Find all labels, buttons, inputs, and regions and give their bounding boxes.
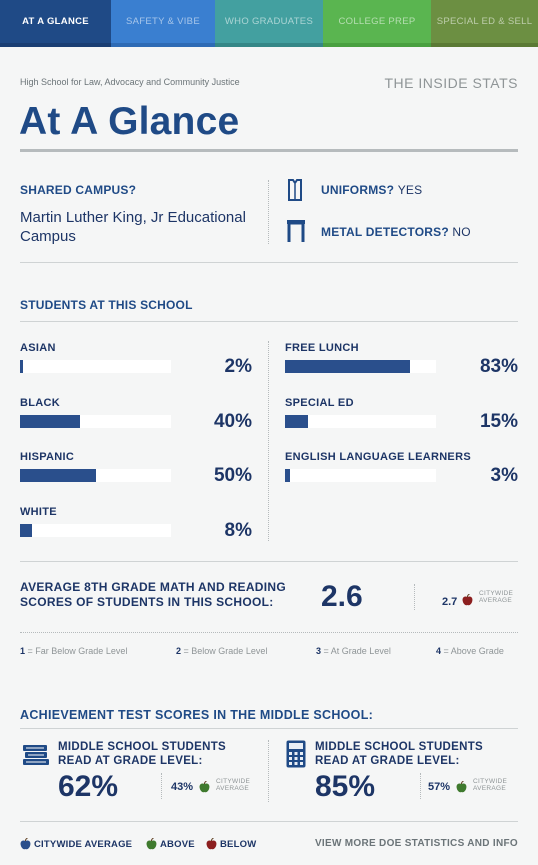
page-title: At A Glance — [19, 100, 240, 143]
legend-at: 3 = At Grade Level — [316, 646, 391, 656]
score-divider — [414, 584, 415, 610]
legend-above-key: ABOVE — [146, 838, 195, 850]
metal-detectors-row: METAL DETECTORS? NO — [321, 225, 471, 239]
apple-below-icon — [206, 838, 217, 850]
reading-citywide-value: 43% — [171, 781, 194, 793]
tab-safety-vibe[interactable]: Safety & Vibe — [111, 0, 215, 43]
stat-label-asian: ASIAN — [20, 342, 56, 354]
stat-bar-fill — [20, 360, 24, 373]
legend-below: 2 = Below Grade Level — [176, 646, 268, 656]
stat-percent: 40% — [213, 410, 252, 432]
reading-percent: 62% — [58, 770, 119, 803]
stat-bar-track — [20, 360, 171, 373]
uniforms-value: YES — [397, 183, 423, 197]
stat-label-hispanic: HISPANIC — [20, 451, 75, 463]
reading-heading: MIDDLE SCHOOL STUDENTS READ AT GRADE LEV… — [58, 741, 227, 767]
shared-campus-label: SHARED CAMPUS? — [20, 183, 137, 197]
campus-divider — [268, 180, 269, 244]
students-section-title: STUDENTS AT THIS SCHOOL — [20, 298, 193, 312]
achievement-section-title: ACHIEVEMENT TEST SCORES IN THE MIDDLE SC… — [20, 708, 374, 722]
stat-bar-track — [285, 414, 436, 428]
tab-bar: At A Glance Safety & Vibe Who Graduates … — [0, 0, 538, 43]
shared-campus-value: Martin Luther King, Jr Educational Campu… — [20, 209, 246, 245]
legend-far-below: 1 = Far Below Grade Level — [20, 646, 128, 656]
students-divider — [268, 341, 269, 541]
math-citywide-value: 57% — [428, 781, 451, 793]
inside-stats-heading: THE INSIDE STATS — [384, 75, 518, 91]
stat-bar-track — [20, 414, 171, 428]
reading-divider — [161, 773, 162, 799]
citywide-average-label: CITYWIDE AVERAGE — [479, 590, 514, 604]
stat-bar-fill — [285, 414, 308, 428]
metal-detectors-label: METAL DETECTORS? — [321, 225, 449, 239]
citywide-score-value: 2.7 — [442, 596, 458, 608]
avg-score-label: AVERAGE 8TH GRADE MATH AND READING SCORE… — [20, 580, 286, 609]
divider — [20, 821, 518, 822]
reading-citywide-label: CITYWIDE AVERAGE — [216, 778, 251, 792]
stat-bar-track — [20, 469, 171, 482]
divider — [20, 561, 518, 562]
stat-bar-track — [20, 523, 171, 537]
stat-percent: 8% — [224, 519, 252, 541]
title-divider — [20, 149, 518, 152]
stat-bar-fill — [285, 469, 290, 482]
stat-bar-track — [285, 469, 436, 482]
books-icon — [22, 741, 50, 772]
stat-bar-track — [285, 360, 436, 373]
stat-bar-fill — [20, 469, 96, 482]
math-citywide-label: CITYWIDE AVERAGE — [473, 778, 508, 792]
apple-below-icon — [462, 591, 473, 609]
stat-percent: 2% — [224, 356, 252, 377]
tab-college-prep[interactable]: College Prep — [323, 0, 431, 43]
divider — [20, 262, 518, 263]
apple-citywide-icon — [20, 838, 31, 850]
stat-percent: 3% — [490, 465, 518, 486]
stat-label-special-ed: SPECIAL ED — [285, 396, 354, 409]
stat-bar-fill — [20, 523, 33, 537]
math-divider — [420, 773, 421, 799]
uniform-icon — [286, 178, 304, 207]
apple-above-icon — [199, 778, 210, 796]
uniforms-label: UNIFORMS? — [321, 183, 395, 197]
achievement-divider — [268, 740, 269, 802]
school-name: High School for Law, Advocacy and Commun… — [20, 77, 240, 87]
calculator-icon — [286, 740, 306, 773]
tab-underline — [0, 43, 538, 47]
stat-label-white: WHITE — [20, 505, 57, 518]
stat-label-english-language-learners: ENGLISH LANGUAGE LEARNERS — [285, 451, 471, 463]
metal-detector-icon — [286, 219, 306, 248]
math-heading: MIDDLE SCHOOL STUDENTS READ AT GRADE LEV… — [315, 741, 484, 767]
tab-who-graduates[interactable]: Who Graduates — [215, 0, 323, 43]
apple-above-icon — [456, 778, 467, 796]
legend-citywide: CITYWIDE AVERAGE — [20, 838, 132, 850]
divider — [20, 728, 518, 729]
divider — [20, 321, 518, 322]
math-percent: 85% — [315, 770, 376, 803]
metal-detectors-value: NO — [452, 225, 471, 239]
citywide-score: 2.7 — [442, 592, 457, 610]
stat-bar-fill — [20, 414, 81, 428]
legend-below-key: BELOW — [206, 838, 256, 850]
stat-label-free-lunch: FREE LUNCH — [285, 342, 359, 354]
dotted-divider — [20, 632, 518, 633]
stat-percent: 15% — [479, 410, 518, 432]
view-more-link[interactable]: VIEW MORE DOE STATISTICS AND INFO — [314, 838, 518, 849]
apple-above-icon — [146, 838, 157, 850]
stat-percent: 50% — [213, 465, 252, 486]
legend-above: 4 = Above Grade — [436, 646, 504, 656]
stat-percent: 83% — [479, 356, 518, 377]
uniforms-row: UNIFORMS? YES — [321, 183, 422, 197]
tab-special-ed[interactable]: Special Ed & Sell — [431, 0, 538, 43]
avg-score-value: 2.6 — [321, 580, 363, 613]
stat-bar-fill — [285, 360, 411, 373]
tab-at-a-glance[interactable]: At A Glance — [0, 0, 111, 43]
stat-label-black: BLACK — [20, 396, 60, 409]
